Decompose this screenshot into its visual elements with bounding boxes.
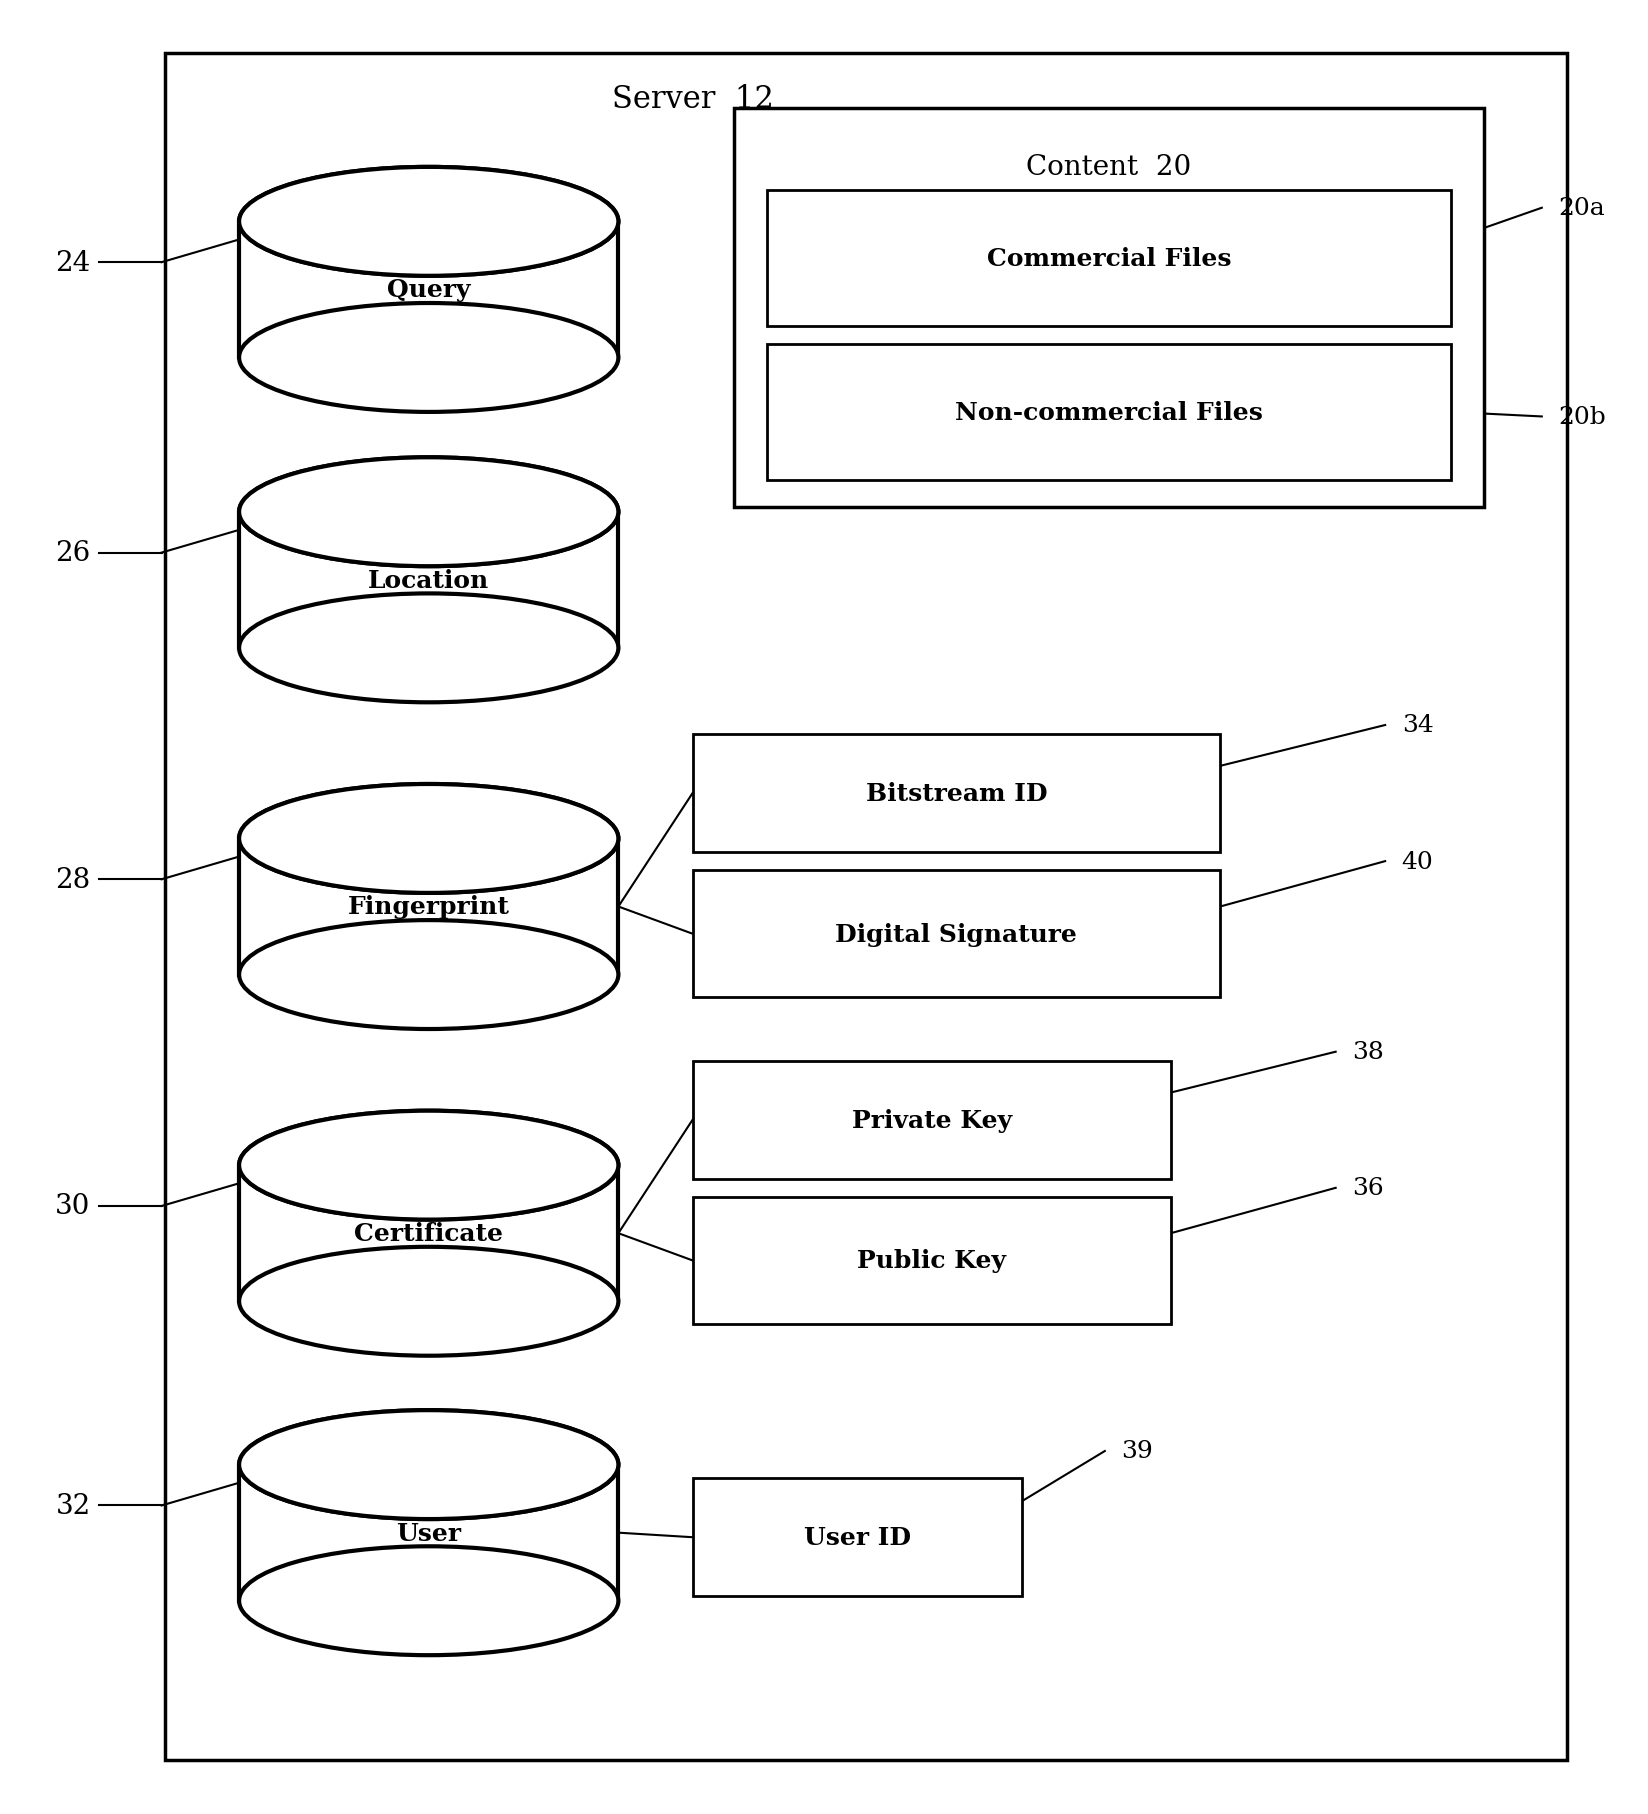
Text: Commercial Files: Commercial Files: [986, 247, 1231, 270]
Ellipse shape: [239, 169, 618, 278]
Bar: [766, 190, 1450, 327]
Text: 38: 38: [1351, 1041, 1383, 1063]
Bar: [766, 345, 1450, 481]
Text: Private Key: Private Key: [850, 1108, 1012, 1132]
Text: 24: 24: [56, 250, 91, 276]
Text: Fingerprint: Fingerprint: [348, 894, 509, 920]
Bar: [733, 109, 1483, 508]
Bar: [692, 735, 1220, 853]
Text: Server  12: Server 12: [611, 83, 773, 116]
Polygon shape: [239, 1466, 618, 1602]
Ellipse shape: [241, 785, 618, 892]
Text: Query: Query: [387, 278, 470, 303]
Text: 40: 40: [1401, 851, 1432, 873]
Ellipse shape: [241, 459, 618, 566]
Ellipse shape: [239, 457, 618, 566]
Ellipse shape: [241, 1411, 618, 1518]
Text: 28: 28: [56, 867, 91, 892]
Ellipse shape: [241, 1112, 618, 1219]
Bar: [692, 871, 1220, 998]
Bar: [165, 54, 1566, 1760]
Text: User: User: [396, 1520, 461, 1546]
Text: 36: 36: [1351, 1177, 1383, 1199]
Text: Non-commercial Files: Non-commercial Files: [954, 401, 1262, 424]
Ellipse shape: [239, 303, 618, 414]
Text: 39: 39: [1121, 1440, 1152, 1462]
Bar: [692, 1197, 1170, 1324]
Bar: [692, 1061, 1170, 1179]
Text: Location: Location: [368, 568, 489, 593]
Text: User ID: User ID: [804, 1526, 910, 1549]
Polygon shape: [239, 223, 618, 359]
Ellipse shape: [239, 1248, 618, 1357]
Text: Certificate: Certificate: [354, 1221, 503, 1246]
Polygon shape: [239, 512, 618, 648]
Polygon shape: [239, 1166, 618, 1302]
Bar: [692, 1478, 1022, 1596]
Text: 32: 32: [56, 1493, 91, 1518]
Ellipse shape: [239, 1110, 618, 1221]
Ellipse shape: [239, 784, 618, 892]
Ellipse shape: [239, 1411, 618, 1520]
Ellipse shape: [239, 1546, 618, 1654]
Ellipse shape: [239, 922, 618, 1030]
Text: 20a: 20a: [1557, 198, 1604, 219]
Ellipse shape: [241, 169, 618, 276]
Text: Public Key: Public Key: [857, 1248, 1005, 1273]
Text: 26: 26: [56, 541, 91, 566]
Text: Digital Signature: Digital Signature: [836, 922, 1076, 947]
Ellipse shape: [239, 593, 618, 702]
Text: 20b: 20b: [1557, 406, 1605, 428]
Text: Content  20: Content 20: [1025, 154, 1192, 181]
Text: 30: 30: [56, 1194, 91, 1219]
Text: 34: 34: [1401, 715, 1432, 736]
Polygon shape: [239, 838, 618, 976]
Text: Bitstream ID: Bitstream ID: [865, 782, 1046, 805]
